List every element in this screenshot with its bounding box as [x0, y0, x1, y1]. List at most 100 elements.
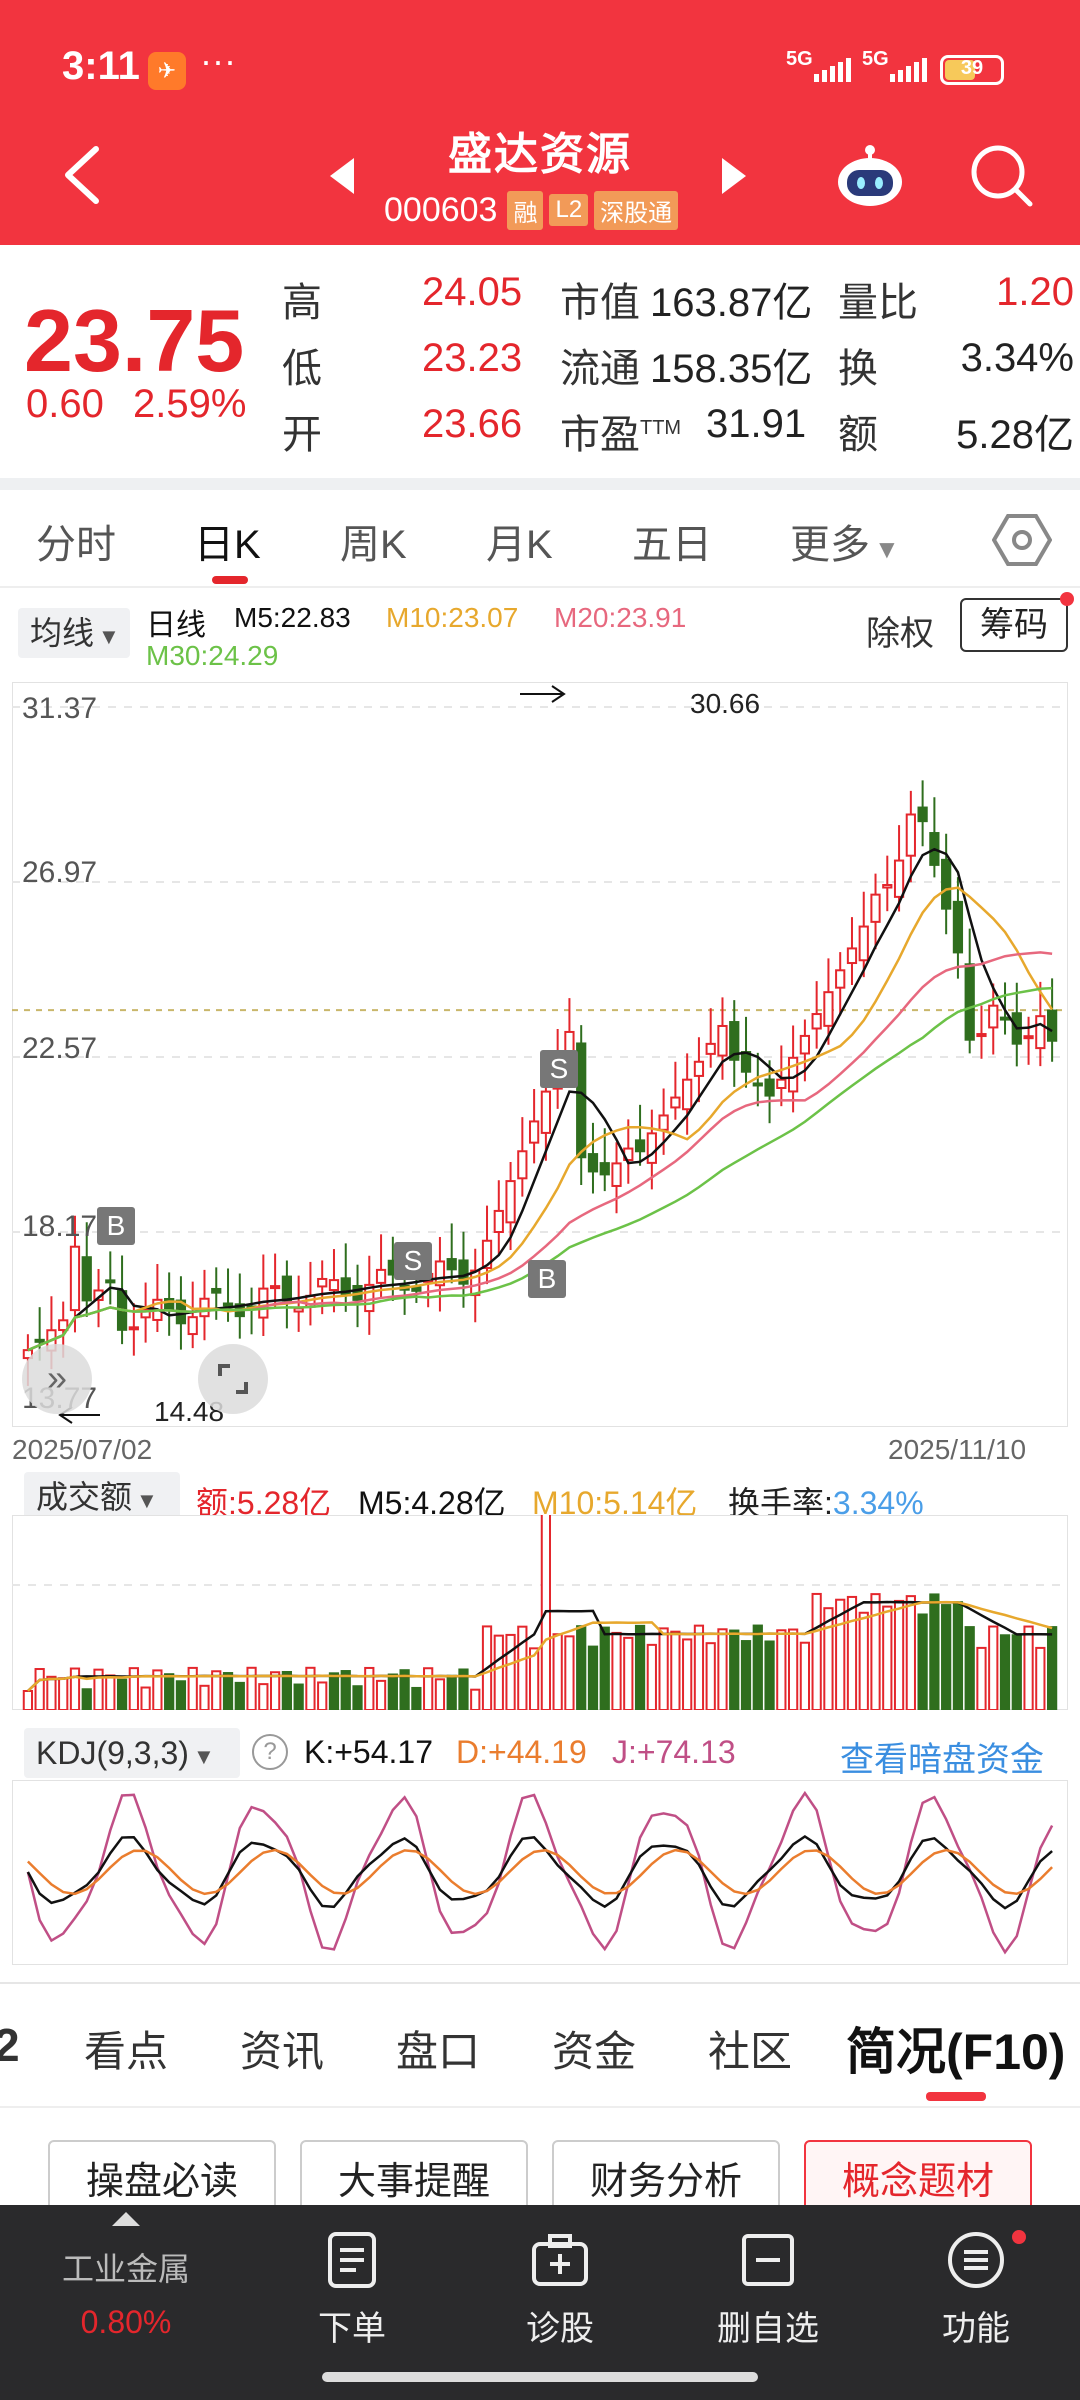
tab-weekly-k[interactable]: 周K	[340, 523, 407, 567]
volume-bar-82	[988, 1625, 999, 1710]
max-arrow-head	[551, 685, 566, 703]
candle-body-25	[317, 1277, 328, 1288]
divider-2	[0, 586, 1080, 588]
battery-level: 39	[960, 57, 984, 79]
ma-selector-button[interactable]: 均线 ▼	[18, 608, 130, 658]
stock-code-row: 000603 融 L2 深股通	[384, 190, 684, 230]
prev-stock-arrow-icon[interactable]	[330, 158, 354, 194]
settings-hex-icon[interactable]	[992, 512, 1052, 568]
tab-order-book[interactable]: 盘口	[396, 2028, 481, 2075]
chevron-down-icon: ▼	[874, 534, 900, 564]
assistant-robot-icon[interactable]	[835, 142, 905, 208]
tab-daily-k[interactable]: 日K	[194, 523, 261, 567]
candle-body-60	[729, 1021, 740, 1061]
turnover-value: 3.34%	[960, 336, 1074, 380]
order-document-icon	[328, 2232, 376, 2288]
candle-body-36	[446, 1258, 457, 1271]
candle-body-4	[69, 1245, 81, 1312]
signal-icon	[814, 58, 854, 84]
volume-bar-53	[646, 1643, 657, 1710]
candle-body-70	[846, 947, 858, 965]
pe-label: 市盈TTM	[560, 402, 681, 460]
candle-body-87	[1046, 1009, 1058, 1042]
candle-body-57	[693, 1060, 705, 1077]
tab-community[interactable]: 社区	[708, 2028, 793, 2075]
sell-marker-badge-2[interactable]: S	[394, 1242, 432, 1280]
sector-name[interactable]: 工业金属	[61, 2251, 190, 2287]
candle-body-44	[540, 1090, 552, 1134]
volume-bar-71	[858, 1611, 869, 1710]
next-stock-arrow-icon[interactable]	[722, 158, 746, 194]
volume-bar-10	[140, 1686, 151, 1710]
volume-bar-2	[46, 1675, 57, 1710]
candle-body-83	[999, 1016, 1011, 1021]
kdj-indicator-button[interactable]: KDJ(9,3,3) ▼	[24, 1728, 240, 1778]
chip-distribution-button[interactable]: 筹码	[960, 598, 1068, 652]
volume-bar-56	[682, 1638, 693, 1710]
sell-marker-badge[interactable]: S	[540, 1050, 578, 1088]
candle-body-75	[905, 813, 916, 857]
candle-body-80	[964, 963, 975, 1041]
volume-bar-83	[999, 1634, 1011, 1710]
candle-body-9	[128, 1326, 139, 1331]
volume-bar-75	[905, 1595, 916, 1710]
functions-notification-dot	[1012, 2230, 1026, 2244]
tab-intraday[interactable]: 分时	[36, 523, 116, 567]
tab-more[interactable]: 更多 ▼	[790, 512, 900, 570]
kdj-chart[interactable]	[12, 1780, 1068, 1965]
candle-body-63	[764, 1078, 775, 1097]
amount-label: 额	[838, 413, 878, 457]
change-percent: 2.59%	[132, 382, 247, 426]
ex-rights-button[interactable]: 除权	[866, 615, 934, 653]
nav-diagnose[interactable]: 诊股	[490, 2230, 630, 2350]
volume-bar-64	[776, 1629, 787, 1710]
remove-square-icon	[742, 2234, 794, 2286]
volume-indicator-button[interactable]: 成交额 ▼	[24, 1472, 180, 1522]
buy-marker-badge[interactable]: B	[97, 1207, 135, 1245]
volume-bar-42	[517, 1625, 528, 1710]
volume-bar-4	[69, 1667, 81, 1710]
ma10-value: M10:23.07	[386, 602, 519, 633]
expand-sidebar-icon[interactable]: »	[22, 1344, 92, 1414]
back-arrow-icon[interactable]	[62, 145, 102, 205]
date-start: 2025/07/02	[12, 1434, 153, 1465]
tag-l2: L2	[549, 194, 589, 226]
tab-partial[interactable]: 2	[0, 2019, 20, 2071]
float-value: 158.35亿	[650, 347, 813, 391]
candle-body-55	[670, 1096, 681, 1109]
volume-bar-86	[1035, 1646, 1046, 1710]
expand-up-icon[interactable]	[112, 2212, 140, 2226]
tab-five-day[interactable]: 五日	[632, 523, 712, 567]
kdj-k-line	[26, 1834, 1053, 1910]
chevron-down-icon: ▼	[192, 1744, 215, 1769]
tab-monthly-k[interactable]: 月K	[486, 523, 553, 567]
dark-pool-funds-link[interactable]: 查看暗盘资金	[840, 1741, 1044, 1779]
tab-news[interactable]: 资讯	[240, 2028, 325, 2075]
volume-bar-19	[246, 1666, 257, 1710]
candle-body-39	[481, 1239, 493, 1269]
volume-bar-23	[293, 1683, 304, 1710]
search-icon[interactable]	[968, 142, 1034, 208]
tab-highlights[interactable]: 看点	[84, 2028, 169, 2075]
home-indicator[interactable]	[322, 2372, 758, 2382]
change-value: 0.60	[26, 382, 104, 426]
candle-body-76	[917, 806, 928, 823]
tab-f10-profile[interactable]: 简况(F10)	[846, 2024, 1066, 2080]
nav-place-order[interactable]: 下单	[282, 2230, 422, 2350]
float-label: 流通	[560, 347, 640, 391]
volume-bar-87	[1046, 1626, 1058, 1710]
nav-functions[interactable]: 功能	[906, 2230, 1046, 2350]
tab-funds[interactable]: 资金	[552, 2028, 637, 2075]
notification-app-icon: ✈	[148, 52, 186, 90]
volume-bar-63	[764, 1640, 775, 1710]
fullscreen-icon[interactable]	[198, 1344, 268, 1414]
mktcap-label: 市值	[560, 281, 640, 325]
stock-code: 000603	[384, 190, 498, 229]
ma10-line	[27, 886, 1054, 1352]
candle-body-1	[34, 1338, 45, 1343]
buy-marker-badge-2[interactable]: B	[528, 1260, 566, 1298]
volume-chart[interactable]	[12, 1515, 1068, 1710]
y-label-4: 18.17	[22, 1210, 98, 1243]
help-icon[interactable]: ?	[252, 1734, 288, 1770]
nav-remove-watchlist[interactable]: 删自选	[698, 2230, 838, 2350]
